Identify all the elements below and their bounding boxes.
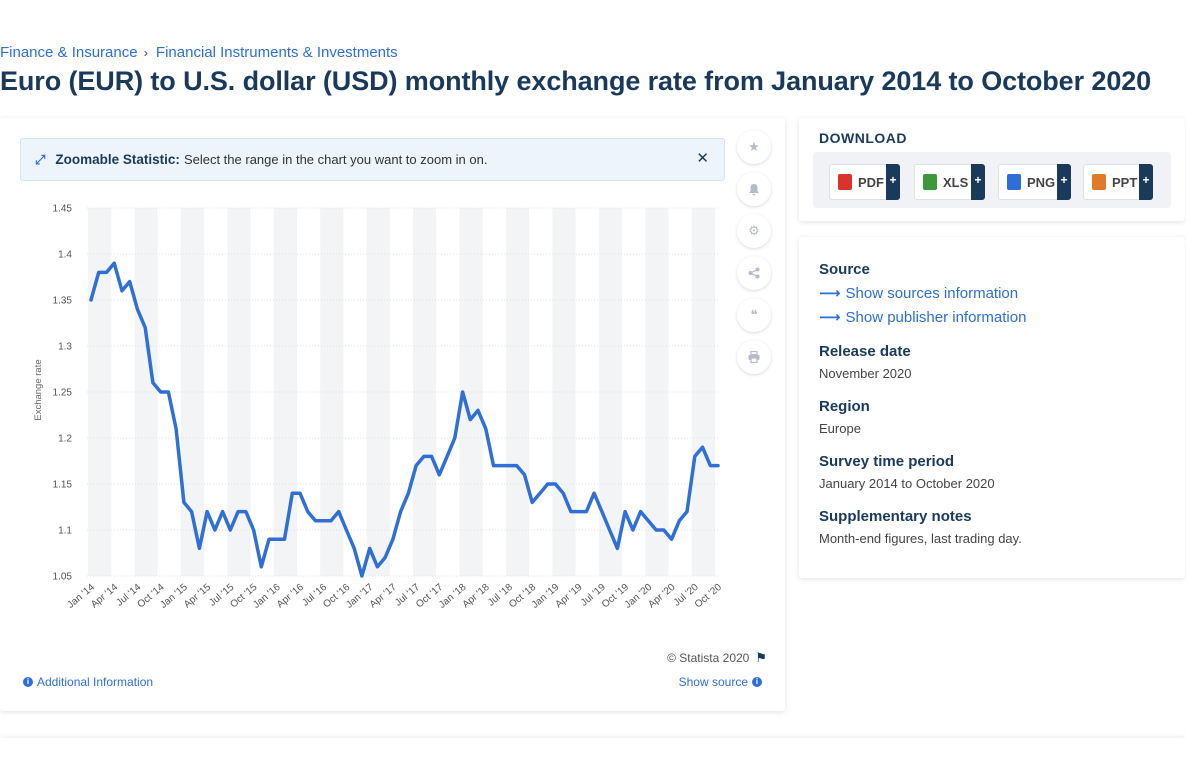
zoom-banner: ⤢ Zoomable Statistic: Select the range i…	[20, 138, 725, 181]
y-axis-label: Exchange rate	[33, 359, 44, 420]
region-label: Region	[819, 398, 870, 415]
download-png-label: PNG	[1027, 174, 1056, 190]
gear-icon[interactable]: ⚙	[737, 214, 771, 248]
x-tick-label: Apr '18	[461, 582, 492, 611]
chart-toolbar: ★ ⚙ ❝	[737, 130, 773, 382]
zoom-banner-title: Zoomable Statistic:	[55, 152, 180, 167]
show-publisher-link[interactable]: ⟶ Show publisher information	[819, 308, 1027, 327]
release-date-label: Release date	[819, 343, 911, 360]
download-png-button[interactable]: PNG +	[998, 164, 1071, 200]
y-tick-label: 1.45	[53, 204, 73, 215]
y-tick-label: 1.3	[58, 342, 72, 353]
y-tick-label: 1.1	[58, 526, 72, 537]
download-ppt-button[interactable]: PPT +	[1083, 164, 1153, 200]
x-tick-label: Oct '20	[693, 582, 724, 611]
png-file-icon	[1007, 174, 1021, 190]
y-tick-label: 1.25	[53, 388, 73, 399]
info-icon: i	[23, 677, 33, 687]
expand-icon: ⤢	[35, 151, 46, 167]
flag-icon[interactable]: ⚑	[755, 650, 767, 665]
share-icon[interactable]	[737, 256, 771, 290]
info-icon: i	[752, 677, 762, 687]
survey-period-label: Survey time period	[819, 453, 955, 470]
star-icon[interactable]: ★	[737, 130, 771, 164]
plus-icon: +	[886, 164, 900, 200]
show-sources-label: Show sources information	[845, 284, 1019, 302]
additional-information-label: Additional Information	[37, 675, 154, 689]
page-title: Euro (EUR) to U.S. dollar (USD) monthly …	[0, 66, 1152, 96]
bell-icon[interactable]	[737, 172, 771, 206]
breadcrumb-separator: ›	[143, 45, 148, 60]
download-xls-button[interactable]: XLS +	[914, 164, 985, 200]
additional-information-link[interactable]: i Additional Information	[19, 675, 153, 689]
plus-icon: +	[1057, 164, 1071, 200]
show-source-link[interactable]: Show source i	[679, 675, 766, 689]
download-pdf-label: PDF	[858, 174, 884, 190]
arrow-right-icon: ⟶	[819, 285, 841, 302]
y-tick-label: 1.35	[53, 296, 73, 307]
download-xls-label: XLS	[943, 174, 969, 190]
show-source-label: Show source	[678, 675, 748, 689]
grid-band	[134, 208, 158, 576]
y-tick-label: 1.2	[58, 434, 72, 445]
plus-icon: +	[1139, 164, 1153, 200]
show-publisher-label: Show publisher information	[845, 308, 1027, 326]
y-tick-label: 1.15	[53, 480, 73, 491]
arrow-right-icon: ⟶	[819, 309, 841, 326]
zoom-banner-text: Select the range in the chart you want t…	[183, 152, 488, 167]
download-title: DOWNLOAD	[819, 130, 907, 146]
ppt-file-icon	[1092, 174, 1106, 190]
source-label: Source	[819, 261, 870, 278]
info-card: Source ⟶ Show sources information ⟶ Show…	[799, 237, 1185, 578]
region-value: Europe	[819, 421, 861, 436]
x-tick-label: Apr '16	[275, 582, 306, 611]
print-icon[interactable]	[737, 340, 771, 374]
breadcrumb-financial-instruments[interactable]: Financial Instruments & Investments	[155, 44, 398, 61]
download-card: DOWNLOAD PDF + XLS + PNG + PPT +	[799, 118, 1185, 221]
quote-icon[interactable]: ❝	[737, 298, 771, 332]
grid-band	[413, 208, 437, 576]
y-tick-label: 1.4	[58, 250, 72, 261]
x-tick-label: Apr '20	[646, 582, 677, 611]
exchange-rate-chart[interactable]: 1.051.11.151.21.251.31.351.41.45 Jan '14…	[0, 198, 735, 638]
x-tick-label: Apr '17	[368, 582, 399, 611]
xls-file-icon	[923, 174, 937, 190]
credit-text: © Statista 2020	[667, 651, 750, 665]
series-line	[89, 261, 720, 578]
chart-card: ⤢ Zoomable Statistic: Select the range i…	[0, 118, 785, 711]
show-sources-link[interactable]: ⟶ Show sources information	[819, 284, 1019, 303]
grid-band	[691, 208, 715, 576]
x-tick-label: Apr '19	[553, 582, 584, 611]
statista-credit: © Statista 2020 ⚑	[667, 650, 767, 666]
close-icon[interactable]: ✕	[696, 150, 709, 167]
download-ppt-label: PPT	[1112, 174, 1138, 190]
bottom-strip	[0, 738, 1186, 760]
grid-band	[598, 208, 623, 576]
survey-period-value: January 2014 to October 2020	[819, 476, 995, 491]
breadcrumb-finance-insurance[interactable]: Finance & Insurance	[0, 44, 138, 61]
grid-band	[506, 208, 530, 576]
x-tick-label: Apr '14	[89, 582, 120, 611]
x-tick-label: Apr '15	[182, 582, 213, 611]
grid-band	[227, 208, 251, 576]
grid-band	[320, 208, 344, 576]
supplementary-notes-value: Month-end figures, last trading day.	[819, 531, 1022, 546]
breadcrumb: Finance & Insurance › Financial Instrume…	[0, 44, 398, 61]
y-tick-label: 1.05	[53, 572, 73, 583]
release-date-value: November 2020	[819, 366, 912, 381]
supplementary-notes-label: Supplementary notes	[819, 508, 972, 525]
plus-icon: +	[971, 164, 985, 200]
pdf-file-icon	[838, 174, 852, 190]
download-pdf-button[interactable]: PDF +	[829, 164, 900, 200]
download-buttons: PDF + XLS + PNG + PPT +	[813, 152, 1171, 208]
